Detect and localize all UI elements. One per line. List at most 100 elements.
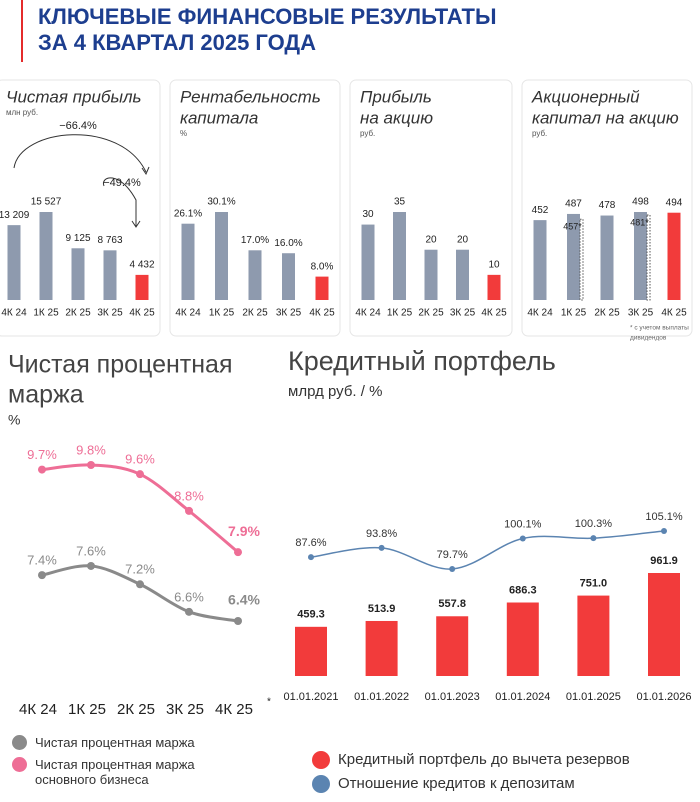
chart-subtitle: % xyxy=(8,412,20,428)
arrow xyxy=(13,134,147,173)
bar xyxy=(365,620,398,676)
value-label: 100.3% xyxy=(575,518,613,530)
value-label: 30 xyxy=(362,209,374,220)
panel-title: капитала xyxy=(180,108,258,127)
x-tick-label: 3К 25 xyxy=(276,308,302,319)
chart-title: Кредитный портфель xyxy=(288,346,556,376)
chart-title: Чистая процентная xyxy=(8,351,232,379)
panel-subtitle: руб. xyxy=(360,129,375,138)
value-label: 105.1% xyxy=(645,511,683,523)
x-tick-label: 2К 25 xyxy=(594,308,620,319)
point xyxy=(661,528,667,534)
bar xyxy=(577,595,610,676)
bar xyxy=(215,212,228,300)
legend-label: Чистая процентная маржа основного бизнес… xyxy=(35,757,195,787)
x-tick-label: 3К 25 xyxy=(628,308,654,319)
bar xyxy=(282,253,295,300)
value-label: 487 xyxy=(565,199,582,210)
value-label: 17.0% xyxy=(241,235,269,246)
value-label: 20 xyxy=(457,234,469,245)
value-label: 494 xyxy=(666,197,683,208)
value-label: 9 125 xyxy=(65,233,90,244)
x-tick-label: 4К 24 xyxy=(1,308,27,319)
value-label: 79.7% xyxy=(437,549,468,561)
value-label: 6.6% xyxy=(174,589,204,604)
panel-title: Рентабельность xyxy=(180,87,321,106)
panel-title: Чистая прибыль xyxy=(6,87,142,106)
legend-swatch xyxy=(12,757,27,772)
bar xyxy=(667,212,681,300)
footnote: дивидендов xyxy=(630,335,667,342)
adjusted-bar xyxy=(579,218,584,301)
x-tick-label: 2К 25 xyxy=(65,308,91,319)
bar xyxy=(39,212,53,300)
point xyxy=(590,535,597,542)
x-tick-label: 01.01.2026 xyxy=(636,691,691,703)
x-tick-label: 4К 25 xyxy=(129,308,155,319)
annotation: * xyxy=(267,697,271,708)
value-label: 87.6% xyxy=(295,537,326,549)
bar xyxy=(424,249,438,300)
header-title: ЗА 4 КВАРТАЛ 2025 ГОДА xyxy=(38,30,316,55)
bar xyxy=(103,250,117,300)
bar xyxy=(487,274,501,300)
bar xyxy=(315,276,329,300)
panel-title: на акцию xyxy=(360,108,433,127)
bar xyxy=(361,224,375,300)
adjusted-label: 457* xyxy=(563,222,582,232)
point xyxy=(87,461,95,469)
x-tick-label: 1К 25 xyxy=(561,308,587,319)
point xyxy=(519,535,526,542)
bar xyxy=(181,223,195,300)
value-label: 13 209 xyxy=(0,210,30,221)
point xyxy=(185,506,193,515)
bar xyxy=(600,215,614,300)
x-tick-label: 01.01.2022 xyxy=(354,691,409,703)
x-tick-label: 3К 25 xyxy=(166,701,204,718)
value-label: 30.1% xyxy=(207,197,235,208)
panel-title: Акционерный xyxy=(531,87,640,106)
panel-subtitle: руб. xyxy=(532,129,547,138)
value-label: 513.9 xyxy=(368,603,396,615)
x-tick-label: 2К 25 xyxy=(418,308,444,319)
value-label: 686.3 xyxy=(509,584,537,596)
x-tick-label: 01.01.2023 xyxy=(425,691,480,703)
bar xyxy=(533,220,547,300)
card xyxy=(349,79,513,337)
value-label: 9.6% xyxy=(125,452,155,467)
legend-label: Отношение кредитов к депозитам xyxy=(338,775,575,792)
x-tick-label: 1К 25 xyxy=(209,308,235,319)
annotation: −66.4% xyxy=(59,120,97,132)
value-label: 8.8% xyxy=(174,488,204,503)
bar xyxy=(506,602,539,676)
point xyxy=(234,548,242,557)
value-label: 9.7% xyxy=(27,447,57,462)
annotation: −49.4% xyxy=(103,177,141,189)
arrow xyxy=(103,177,137,226)
card xyxy=(521,79,693,337)
chart-subtitle: млрд руб. / % xyxy=(288,383,382,400)
value-label: 7.4% xyxy=(27,553,57,568)
legend-label: Чистая процентная маржа xyxy=(35,735,195,750)
legend-swatch xyxy=(312,751,330,769)
panel-subtitle: млн руб. xyxy=(6,108,38,117)
value-label: 751.0 xyxy=(580,577,608,589)
bar xyxy=(567,213,580,300)
adjusted-bar xyxy=(646,214,651,301)
value-label: 4 432 xyxy=(129,260,154,271)
x-tick-label: 01.01.2021 xyxy=(283,691,338,703)
value-label: 961.9 xyxy=(650,555,678,567)
legend-item: Чистая процентная маржа xyxy=(12,735,242,750)
value-label: 6.4% xyxy=(228,592,260,608)
x-tick-label: 3К 25 xyxy=(97,308,123,319)
chart-title: маржа xyxy=(8,381,84,409)
point xyxy=(38,465,46,474)
legend-label: Кредитный портфель до вычета резервов xyxy=(338,751,630,768)
legend-item: Отношение кредитов к депозитам xyxy=(312,775,575,793)
bar xyxy=(248,250,262,300)
x-tick-label: 01.01.2025 xyxy=(566,691,621,703)
point xyxy=(234,617,242,625)
value-label: 16.0% xyxy=(274,238,302,249)
